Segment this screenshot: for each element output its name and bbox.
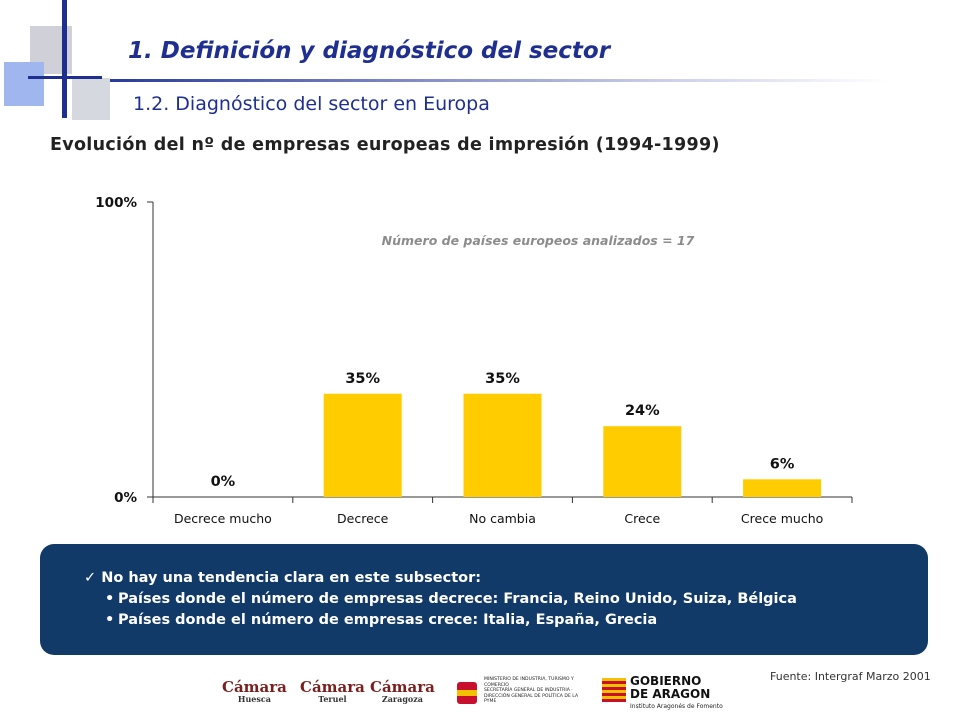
logo-ministerio: MINISTERIO DE INDUSTRIA, TURISMO Y COMER… <box>454 676 582 710</box>
y-tick-label: 0% <box>114 490 137 506</box>
logo-gobierno-aragon: GOBIERNO DE ARAGON Instituto Aragonés de… <box>602 675 723 711</box>
y-tick-label: 100% <box>95 195 137 211</box>
page-title: 1. Definición y diagnóstico del sector <box>128 38 611 64</box>
summary-bullet: Países donde el número de empresas crece… <box>105 610 928 631</box>
data-label: 6% <box>770 456 795 472</box>
summary-bullet: Países donde el número de empresas decre… <box>105 589 928 610</box>
chart-annotation: Número de países europeos analizados = 1… <box>382 233 695 248</box>
summary-box: ✓ No hay una tendencia clara en este sub… <box>40 544 928 655</box>
data-label: 35% <box>485 371 520 387</box>
x-tick-label: Decrece <box>337 511 389 526</box>
x-tick-label: Crece <box>624 511 660 526</box>
bar-chart: 0% 100% 0% Decrece mucho 35% Decrece 35% No ca… <box>95 195 853 526</box>
bar <box>743 479 822 497</box>
coat-of-arms-icon <box>457 682 477 704</box>
bar <box>463 393 542 497</box>
data-label: 0% <box>211 474 236 490</box>
logo-camara-zaragoza: Cámara Zaragoza <box>370 678 435 704</box>
logo-camara-huesca: Cámara Huesca <box>222 678 287 704</box>
aragon-flag-icon <box>602 678 626 702</box>
x-tick-label: Decrece mucho <box>174 511 272 526</box>
chart-title: Evolución del nº de empresas europeas de… <box>50 135 720 155</box>
x-tick-label: Crece mucho <box>741 511 823 526</box>
header-decoration <box>0 0 130 125</box>
data-label: 35% <box>345 371 380 387</box>
summary-heading-row: ✓ No hay una tendencia clara en este sub… <box>84 568 928 589</box>
check-icon: ✓ <box>84 570 97 586</box>
summary-list: Países donde el número de empresas decre… <box>84 589 928 631</box>
data-label: 24% <box>625 403 660 419</box>
summary-heading: No hay una tendencia clara en este subse… <box>101 570 482 586</box>
logo-camara-teruel: Cámara Teruel <box>300 678 365 704</box>
chart-labels: 0% Decrece mucho 35% Decrece 35% No cambia 24%… <box>174 371 823 526</box>
page-subtitle: 1.2. Diagnóstico del sector en Europa <box>133 93 490 115</box>
bar <box>603 426 682 497</box>
bar <box>323 393 402 497</box>
chart-bars <box>323 393 822 497</box>
x-tick-label: No cambia <box>469 511 536 526</box>
title-divider <box>110 79 890 82</box>
source-note: Fuente: Intergraf Marzo 2001 <box>770 670 931 683</box>
